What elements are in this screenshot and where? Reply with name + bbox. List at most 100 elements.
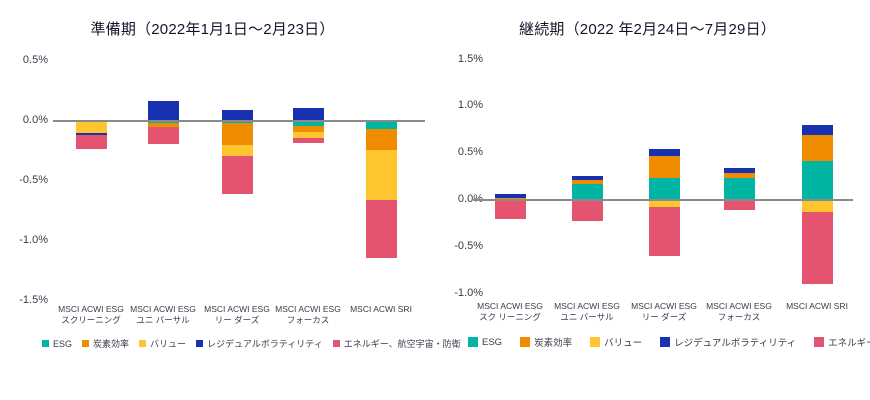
legend-item: エネルギー、航空宇宙・防衛 <box>814 335 870 349</box>
legend-swatch <box>42 340 49 347</box>
chart-title: 継続期（2022 年2月24日～7月29日） <box>519 21 776 38</box>
legend-swatch <box>468 337 478 347</box>
chart-continuation-period: 継続期（2022 年2月24日～7月29日） 1.5% 1.0% 0.5% 0.0% -… <box>435 0 870 400</box>
zero-axis-line <box>473 199 853 201</box>
category-label-line: スク リーニング <box>479 311 541 322</box>
category-label: MSCI ACWI SRI <box>316 304 446 315</box>
bar-segment <box>571 200 603 221</box>
bar-segment <box>723 172 755 178</box>
legend-label: エネルギー、航空宇宙・防衛 <box>828 338 870 349</box>
category-label-line: MSCI ACWI ESG <box>706 301 772 311</box>
bar-segment <box>221 155 253 195</box>
bar-segment <box>292 137 324 143</box>
legend-swatch <box>139 340 147 347</box>
bar-segment <box>571 175 603 181</box>
bar-segment <box>801 212 833 285</box>
legend: ESG 炭素効率 バリュー レジデュアルボラティリティ エネルギー、航空宇宙・防衛 <box>42 337 461 350</box>
legend-item: 炭素効率 <box>82 337 129 350</box>
y-tick-label: 0.0% <box>22 114 48 126</box>
y-tick-label: 0.0% <box>457 193 483 205</box>
bar-segment <box>147 121 179 124</box>
plot-area: 0.5% 0.0% -0.5% -1.0% -1.5% MSCI ACWI ESG スクリー… <box>19 54 460 349</box>
legend-label: バリュー <box>604 338 643 349</box>
y-tick-label: -1.0% <box>19 234 48 246</box>
legend-label: バリュー <box>150 339 187 349</box>
category-label: MSCI ACWI ESG リー ダーズ <box>172 304 302 325</box>
category-label: MSCI ACWI ESG ユニ バーサル <box>522 301 652 322</box>
legend-item: バリュー <box>139 337 186 350</box>
bar-segment <box>365 200 397 258</box>
bar-segment <box>801 160 833 200</box>
bar-segment <box>801 125 833 136</box>
category-label: MSCI ACWI ESG リー ダーズ <box>599 301 729 322</box>
bar-segment <box>221 110 253 121</box>
legend-item: ESG <box>42 339 72 349</box>
bar-segment <box>648 200 680 208</box>
bar-segment <box>723 177 755 200</box>
bar-segment <box>723 200 755 211</box>
bar-segment <box>75 133 107 136</box>
bar-segment <box>571 184 603 200</box>
y-tick-label: 0.5% <box>22 54 48 66</box>
legend: ESG 炭素効率 バリュー レジデュアルボラティリティ エネルギー、航空宇宙・防衛 <box>468 335 870 349</box>
category-label-line: ユニ バーサル <box>560 311 614 322</box>
bar-segment <box>147 123 179 127</box>
bar-segment <box>365 149 397 201</box>
category-label: MSCI ACWI ESG スク リーニング <box>445 301 575 322</box>
category-label: MSCI ACWI ESG フォーカス <box>243 304 373 325</box>
y-tick-label: 1.5% <box>457 52 483 65</box>
category-label-line: MSCI ACWI ESG <box>554 301 620 311</box>
legend-label: レジデュアルボラティリティ <box>674 338 797 349</box>
category-label-line: フォーカス <box>286 314 330 325</box>
category-label-line: MSCI ACWI ESG <box>204 304 270 314</box>
chart-preparation-period: 準備期（2022年1月1日～2月23日） 0.5% 0.0% -0.5% -1.0% -… <box>19 21 460 349</box>
legend-swatch <box>590 337 601 347</box>
legend-item: バリュー <box>590 335 642 349</box>
legend-item: レジデュアルボラティリティ <box>660 335 796 349</box>
category-label: MSCI ACWI ESG フォーカス <box>674 301 804 322</box>
legend-label: ESG <box>482 336 503 348</box>
category-label-line: MSCI ACWI ESG <box>631 301 697 311</box>
legend-label: エネルギー、航空宇宙・防衛 <box>343 339 461 349</box>
bar-segment <box>147 100 179 121</box>
bar-segment <box>648 178 680 200</box>
bar-segment <box>75 135 107 149</box>
y-tick-label: 1.0% <box>457 99 483 112</box>
legend-swatch <box>520 337 531 347</box>
category-label: MSCI ACWI ESG スクリーニング <box>26 304 156 325</box>
bar-segment <box>221 121 253 124</box>
legend-label: 炭素効率 <box>534 338 573 349</box>
legend-label: レジデュアルボラティリティ <box>207 339 323 349</box>
bar-segment <box>292 131 324 138</box>
bar-segment <box>571 180 603 185</box>
category-label-line: リー ダーズ <box>214 314 260 325</box>
bar-segment <box>292 125 324 132</box>
legend-item: エネルギー、航空宇宙・防衛 <box>332 337 461 350</box>
bar-segment <box>221 123 253 145</box>
legend-swatch <box>814 337 825 347</box>
bar-segment <box>147 127 179 144</box>
category-label-line: リー ダーズ <box>641 311 687 322</box>
legend-label: 炭素効率 <box>93 339 130 349</box>
category-label-line: MSCI ACWI SRI <box>350 304 412 314</box>
bar-segment <box>648 156 680 179</box>
legend-swatch <box>332 340 340 347</box>
bar-segment <box>494 200 526 219</box>
plot-area: 1.5% 1.0% 0.5% 0.0% -0.5% -1.0% MSCI ACWI ESG ス… <box>435 0 870 400</box>
y-tick-label: 0.5% <box>457 146 483 159</box>
category-label-line: MSCI ACWI SRI <box>786 301 848 311</box>
category-label-line: MSCI ACWI ESG <box>275 304 341 314</box>
legend-item: ESG <box>468 337 502 348</box>
bar-segment <box>365 121 397 130</box>
bar-segment <box>648 207 680 257</box>
category-label-line: MSCI ACWI ESG <box>130 304 196 314</box>
bar-segment <box>648 148 680 156</box>
y-tick-label: -1.5% <box>19 294 48 306</box>
category-label: MSCI ACWI SRI <box>752 301 870 312</box>
category-label-line: フォーカス <box>717 311 761 322</box>
category-label: MSCI ACWI ESG ユニ バーサル <box>98 304 228 325</box>
bar-segment <box>801 135 833 161</box>
bar-segment <box>365 129 397 150</box>
category-label-line: スクリーニング <box>61 314 121 325</box>
